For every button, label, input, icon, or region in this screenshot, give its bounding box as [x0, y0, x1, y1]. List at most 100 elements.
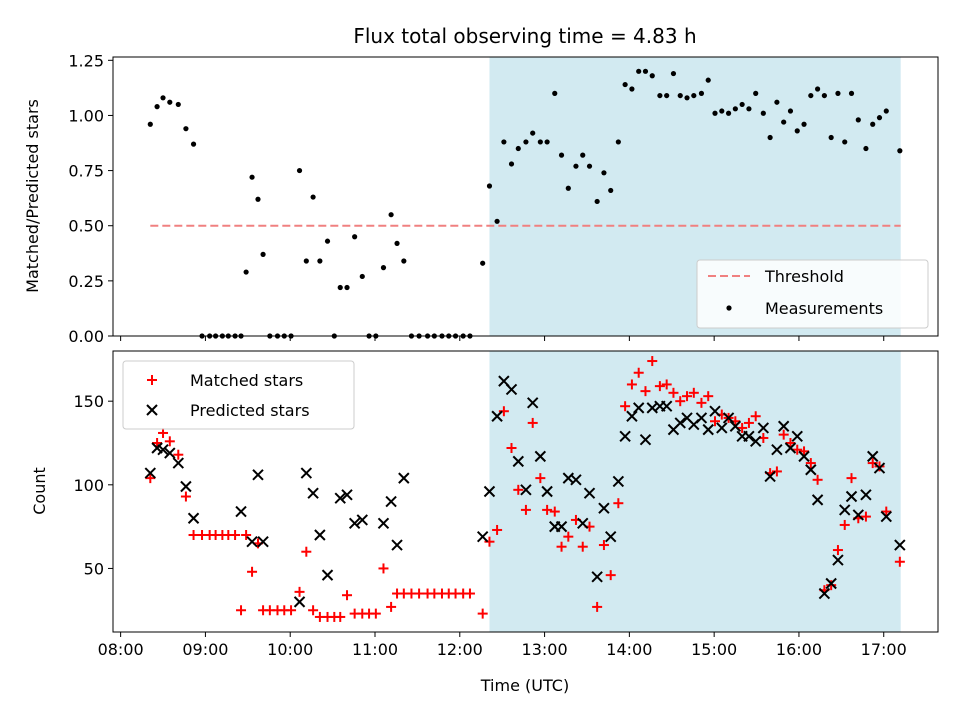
matched-star-point — [513, 484, 524, 495]
legend-matched-label: Matched stars — [190, 371, 303, 390]
bottom-legend: Matched stars Predicted stars — [122, 360, 355, 430]
measurement-point — [677, 92, 683, 99]
measurement-point — [808, 92, 814, 99]
matched-star-point — [236, 605, 247, 616]
predicted-star-point — [300, 467, 313, 479]
matched-star-point — [750, 411, 761, 422]
predicted-star-point — [660, 400, 673, 412]
predicted-star-point — [811, 494, 824, 506]
matched-star-point — [370, 608, 381, 619]
predicted-star-point — [476, 530, 489, 543]
y-tick-label: 50 — [84, 559, 104, 578]
measurement-point — [337, 284, 343, 291]
predicted-star-point — [534, 450, 547, 463]
predicted-star-point — [749, 435, 762, 448]
measurement-point — [255, 196, 261, 202]
matched-star-point — [668, 387, 679, 398]
legend-predicted-label: Predicted stars — [190, 401, 310, 420]
predicted-star-point — [314, 529, 326, 541]
measurement-point — [767, 134, 773, 141]
predicted-star-point — [235, 505, 247, 518]
measurement-point — [586, 163, 593, 169]
x-tick-label: 08:00 — [98, 640, 144, 659]
matched-star-point — [737, 422, 748, 433]
measurement-point — [876, 115, 883, 121]
measurement-point — [787, 108, 794, 114]
matched-star-point — [414, 588, 425, 599]
matched-star-point — [881, 506, 892, 517]
measurement-point — [558, 152, 565, 158]
y-tick-label: 0.00 — [68, 327, 104, 346]
matched-star-point — [527, 417, 538, 428]
measurement-point — [870, 121, 876, 127]
legend-measurements-dot — [726, 305, 732, 311]
matched-star-point — [688, 387, 699, 398]
top-y-axis-label: Matched/Predicted stars — [23, 99, 42, 293]
matched-star-point — [577, 541, 588, 552]
matched-star-point — [535, 473, 546, 484]
measurement-point — [552, 90, 558, 96]
predicted-star-point — [307, 487, 319, 499]
measurement-point — [310, 194, 316, 200]
predicted-star-point — [491, 410, 503, 422]
x-tick-label: 11:00 — [352, 640, 398, 659]
matched-star-point — [152, 437, 163, 448]
predicted-star-point — [541, 485, 553, 498]
measurement-point — [670, 70, 677, 77]
matched-star-point — [661, 379, 672, 390]
matched-star-point — [294, 586, 305, 597]
matched-star-point — [703, 391, 714, 402]
predicted-star-point — [818, 587, 831, 600]
top-panel-axes: 0.00 0.25 0.50 0.75 1.00 1.25 — [68, 51, 885, 346]
predicted-star-point — [757, 422, 770, 434]
legend-predicted-marker — [146, 404, 158, 416]
matched-star-point — [342, 590, 353, 601]
x-axis-label: Time (UTC) — [480, 676, 569, 695]
predicted-star-point — [180, 480, 192, 493]
top-panel-data — [147, 68, 903, 339]
bottom-legend-frame — [122, 360, 355, 430]
matched-star-point — [335, 611, 346, 622]
matched-star-point — [386, 601, 397, 612]
matched-star-point — [792, 444, 803, 455]
matched-star-point — [894, 556, 905, 567]
measurement-point — [501, 139, 507, 145]
matched-star-point — [556, 541, 567, 552]
measurement-point — [629, 86, 635, 92]
predicted-star-point — [187, 512, 200, 524]
measurement-point — [243, 269, 249, 275]
measurement-point — [147, 121, 153, 127]
matched-star-point — [477, 608, 488, 619]
predicted-star-point — [626, 410, 638, 422]
matched-star-point — [464, 588, 475, 599]
matched-star-point — [839, 519, 850, 530]
measurement-point — [664, 92, 670, 99]
measurement-point — [649, 73, 655, 79]
measurement-point — [480, 260, 486, 266]
bottom-panel-data — [144, 356, 906, 622]
matched-star-point — [799, 446, 810, 457]
predicted-star-point — [805, 464, 817, 476]
measurement-point — [608, 187, 614, 194]
matched-star-point — [812, 474, 823, 485]
bottom-y-axis-label: Count — [30, 467, 49, 515]
measurement-point — [781, 119, 787, 125]
measurement-point — [705, 77, 711, 83]
measurement-point — [753, 90, 759, 96]
matched-star-point — [598, 540, 609, 551]
matched-star-point — [301, 546, 312, 557]
matched-star-point — [180, 491, 191, 502]
measurement-point — [523, 139, 529, 145]
predicted-star-point — [639, 433, 652, 446]
measurement-point — [814, 86, 821, 92]
predicted-star-point — [791, 430, 803, 443]
measurement-point — [530, 130, 536, 136]
matched-star-point — [846, 473, 857, 484]
measurement-point — [573, 163, 579, 169]
measurement-point — [801, 121, 807, 127]
matched-star-point — [563, 531, 574, 542]
matched-star-point — [484, 536, 495, 547]
legend-threshold-label: Threshold — [764, 267, 844, 286]
predicted-star-point — [825, 577, 837, 590]
